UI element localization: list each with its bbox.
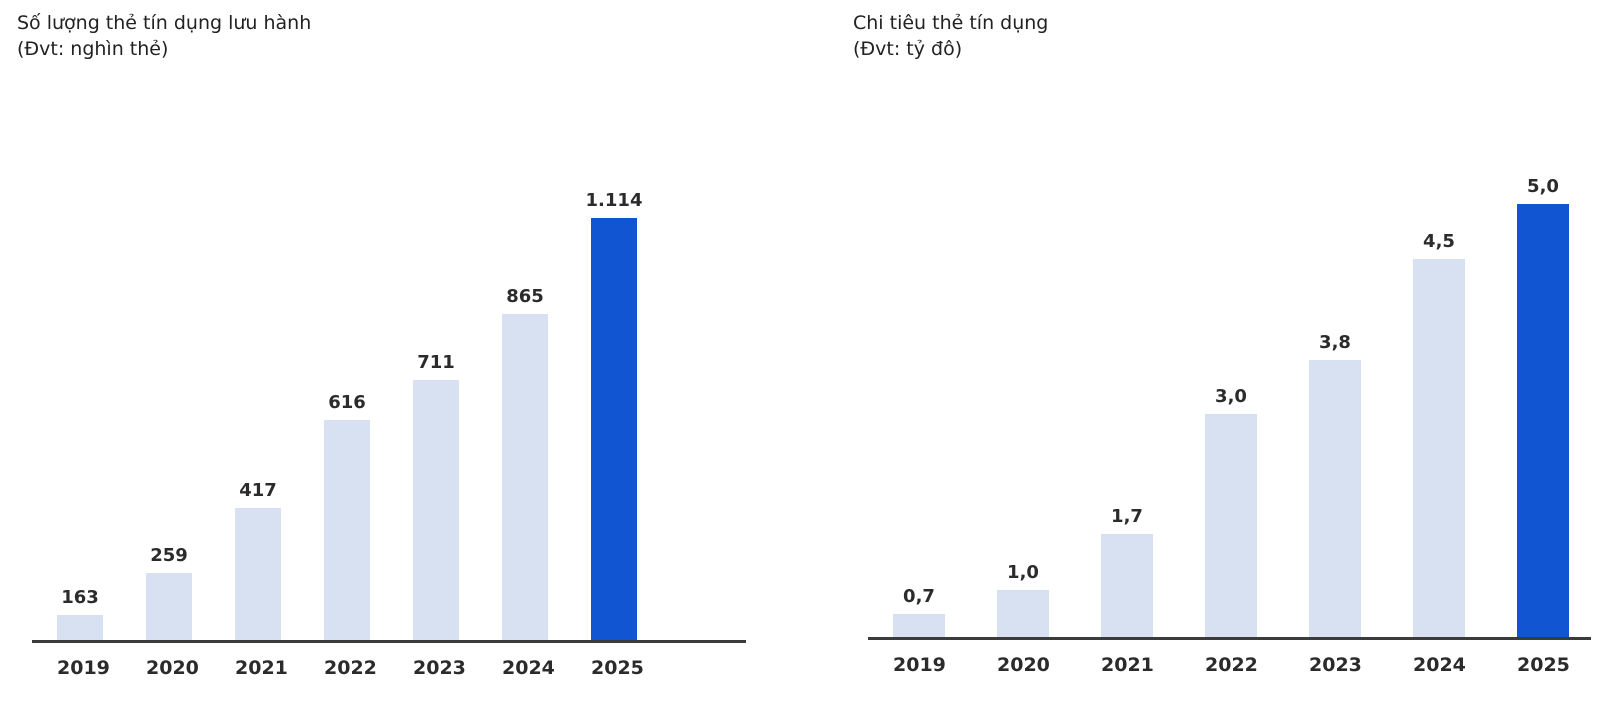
bar-column: 163	[57, 587, 103, 640]
bar	[413, 380, 459, 640]
bar	[1309, 360, 1361, 637]
plot-area: 0,7 1,0 1,7 3,0 3,8 4,5 5,0 2019 2020 2021 2022 20…	[868, 162, 1591, 676]
bar	[1101, 534, 1153, 637]
bar-column: 3,8	[1309, 332, 1361, 637]
bar-value-label: 417	[239, 480, 277, 501]
bar-value-label: 259	[150, 545, 188, 566]
bar-column: 417	[235, 480, 281, 640]
bar-column: 1,7	[1101, 506, 1153, 637]
bars-container: 163 259 417 616 711 865 1.114	[32, 165, 746, 640]
x-axis-label: 2024	[1413, 654, 1466, 676]
bar-highlighted	[1517, 204, 1569, 637]
bar-value-label: 1,7	[1111, 506, 1143, 527]
chart-card-spending: Chi tiêu thẻ tín dụng (Đvt: tỷ đô) 0,7 1,…	[853, 0, 1600, 705]
x-axis-labels: 2019 2020 2021 2022 2023 2024 2025	[868, 654, 1591, 676]
bar-value-label: 4,5	[1423, 231, 1455, 252]
x-axis-line	[32, 640, 746, 643]
bar-value-label: 1.114	[585, 190, 643, 211]
x-axis-label: 2020	[997, 654, 1050, 676]
x-axis-label: 2021	[1101, 654, 1154, 676]
x-axis-label: 2019	[57, 657, 110, 679]
chart-unit-label: (Đvt: tỷ đô)	[853, 38, 963, 60]
bar	[997, 590, 1049, 637]
chart-header: Số lượng thẻ tín dụng lưu hành (Đvt: ngh…	[17, 10, 311, 62]
x-axis-label: 2023	[413, 657, 466, 679]
bars-container: 0,7 1,0 1,7 3,0 3,8 4,5 5,0	[868, 162, 1591, 637]
x-axis-label: 2024	[502, 657, 555, 679]
bar-value-label: 3,0	[1215, 386, 1247, 407]
bar-column: 865	[502, 286, 548, 640]
x-axis-label: 2023	[1309, 654, 1362, 676]
x-axis-labels: 2019 2020 2021 2022 2023 2024 2025	[32, 657, 746, 679]
x-axis-label: 2021	[235, 657, 288, 679]
chart-title: Chi tiêu thẻ tín dụng	[853, 12, 1049, 34]
bar-value-label: 0,7	[903, 586, 935, 607]
chart-title: Số lượng thẻ tín dụng lưu hành	[17, 12, 312, 34]
x-axis-label: 2020	[146, 657, 199, 679]
bar	[235, 508, 281, 640]
bar-column: 259	[146, 545, 192, 640]
bar-column: 4,5	[1413, 231, 1465, 637]
bar-column: 3,0	[1205, 386, 1257, 637]
x-axis-label: 2025	[1517, 654, 1570, 676]
bar-value-label: 3,8	[1319, 332, 1351, 353]
bar-value-label: 163	[61, 587, 99, 608]
x-axis-label: 2025	[591, 657, 644, 679]
chart-unit-label: (Đvt: nghìn thẻ)	[17, 38, 169, 60]
x-axis-label: 2019	[893, 654, 946, 676]
bar-column: 1,0	[997, 562, 1049, 637]
bar	[502, 314, 548, 640]
bar	[146, 573, 192, 640]
bar	[1205, 414, 1257, 637]
x-axis-label: 2022	[324, 657, 377, 679]
x-axis-label: 2022	[1205, 654, 1258, 676]
bar-column: 711	[413, 352, 459, 640]
bar-value-label: 5,0	[1527, 176, 1559, 197]
bar-highlighted	[591, 218, 637, 640]
x-axis-line	[868, 637, 1591, 640]
bar-column: 616	[324, 392, 370, 640]
bar-value-label: 616	[328, 392, 366, 413]
bar-column: 1.114	[586, 190, 642, 640]
bar	[324, 420, 370, 640]
chart-header: Chi tiêu thẻ tín dụng (Đvt: tỷ đô)	[853, 10, 1048, 62]
bar-column: 5,0	[1517, 176, 1569, 637]
bar	[893, 614, 945, 637]
bar-value-label: 1,0	[1007, 562, 1039, 583]
bar	[57, 615, 103, 640]
chart-card-count: Số lượng thẻ tín dụng lưu hành (Đvt: ngh…	[17, 0, 777, 705]
bar-value-label: 711	[417, 352, 455, 373]
bar-value-label: 865	[506, 286, 544, 307]
plot-area: 163 259 417 616 711 865 1.114 2019 2020 2021 2022…	[32, 165, 746, 679]
bar-column: 0,7	[893, 586, 945, 637]
bar	[1413, 259, 1465, 637]
